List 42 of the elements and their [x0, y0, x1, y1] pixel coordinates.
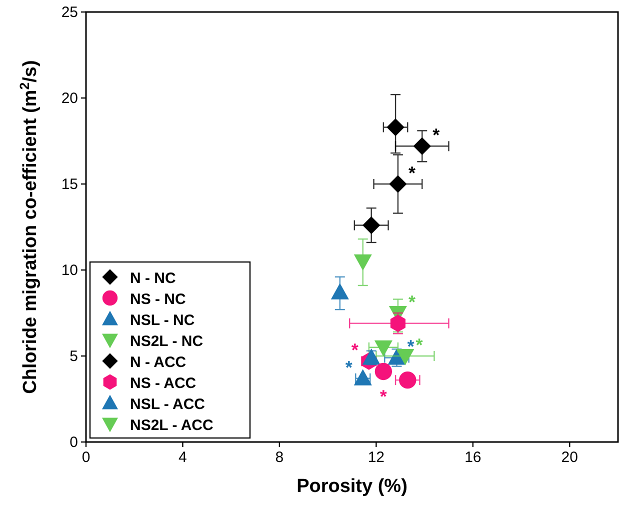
annotation: *	[351, 340, 358, 360]
annotation: *	[380, 386, 387, 406]
y-tick-label: 20	[61, 90, 78, 107]
annotation: *	[432, 125, 440, 146]
x-tick-label: 20	[561, 449, 578, 466]
y-tick-label: 15	[61, 176, 78, 193]
point	[374, 362, 392, 380]
x-axis-title: Porosity (%)	[296, 476, 408, 497]
point	[374, 340, 392, 356]
x-tick-label: 0	[82, 449, 90, 466]
point	[414, 138, 431, 155]
legend-label: N - ACC	[130, 354, 186, 371]
legend-label: NSL - NC	[130, 312, 195, 329]
legend-label: NS2L - NC	[130, 333, 204, 350]
point	[390, 314, 406, 332]
point	[354, 254, 372, 270]
annotation: *	[408, 292, 416, 312]
point	[362, 216, 380, 234]
point	[399, 371, 416, 389]
y-tick-label: 0	[70, 434, 78, 451]
legend-label: NS2L - ACC	[130, 417, 214, 434]
point	[354, 370, 372, 386]
point	[386, 118, 404, 136]
legend-label: N - NC	[130, 270, 176, 287]
x-tick-label: 4	[178, 449, 187, 466]
point	[331, 284, 349, 300]
annotation: *	[408, 163, 416, 183]
annotation: *	[345, 357, 352, 378]
x-tick-label: 12	[368, 449, 385, 466]
point	[362, 349, 380, 365]
annotation: *	[407, 336, 414, 357]
legend-label: NS - ACC	[130, 375, 196, 392]
point	[396, 349, 414, 365]
y-tick-label: 5	[70, 348, 78, 365]
point	[389, 175, 407, 193]
x-tick-label: 16	[464, 449, 482, 466]
annotation: *	[416, 335, 423, 355]
legend-label: NSL - ACC	[130, 396, 206, 413]
x-tick-label: 8	[275, 449, 284, 466]
y-tick-label: 25	[61, 4, 78, 21]
y-tick-label: 10	[61, 262, 78, 279]
legend-label: NS - NC	[130, 291, 186, 308]
